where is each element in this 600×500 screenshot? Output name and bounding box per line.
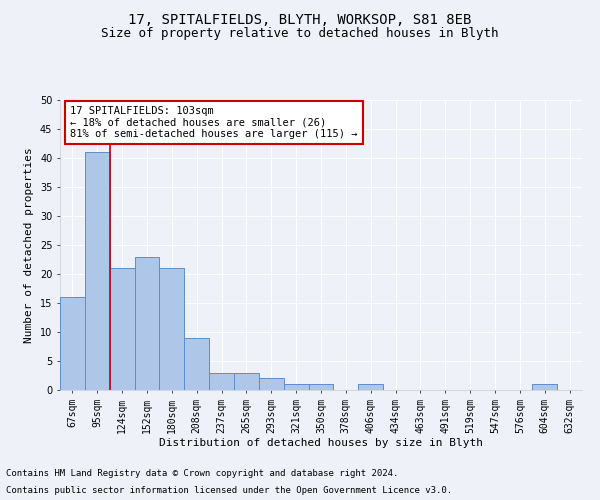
Y-axis label: Number of detached properties: Number of detached properties xyxy=(25,147,34,343)
Text: 17, SPITALFIELDS, BLYTH, WORKSOP, S81 8EB: 17, SPITALFIELDS, BLYTH, WORKSOP, S81 8E… xyxy=(128,12,472,26)
Bar xyxy=(234,372,259,390)
Bar xyxy=(532,384,557,390)
Bar xyxy=(308,384,334,390)
Text: Contains HM Land Registry data © Crown copyright and database right 2024.: Contains HM Land Registry data © Crown c… xyxy=(6,468,398,477)
Bar xyxy=(134,256,160,390)
Bar xyxy=(284,384,308,390)
Bar xyxy=(60,297,85,390)
Text: Contains public sector information licensed under the Open Government Licence v3: Contains public sector information licen… xyxy=(6,486,452,495)
Text: Size of property relative to detached houses in Blyth: Size of property relative to detached ho… xyxy=(101,28,499,40)
Bar xyxy=(209,372,234,390)
Text: 17 SPITALFIELDS: 103sqm
← 18% of detached houses are smaller (26)
81% of semi-de: 17 SPITALFIELDS: 103sqm ← 18% of detache… xyxy=(70,106,358,139)
Bar xyxy=(184,338,209,390)
Bar xyxy=(110,268,134,390)
X-axis label: Distribution of detached houses by size in Blyth: Distribution of detached houses by size … xyxy=(159,438,483,448)
Bar xyxy=(259,378,284,390)
Bar xyxy=(358,384,383,390)
Bar xyxy=(160,268,184,390)
Bar xyxy=(85,152,110,390)
